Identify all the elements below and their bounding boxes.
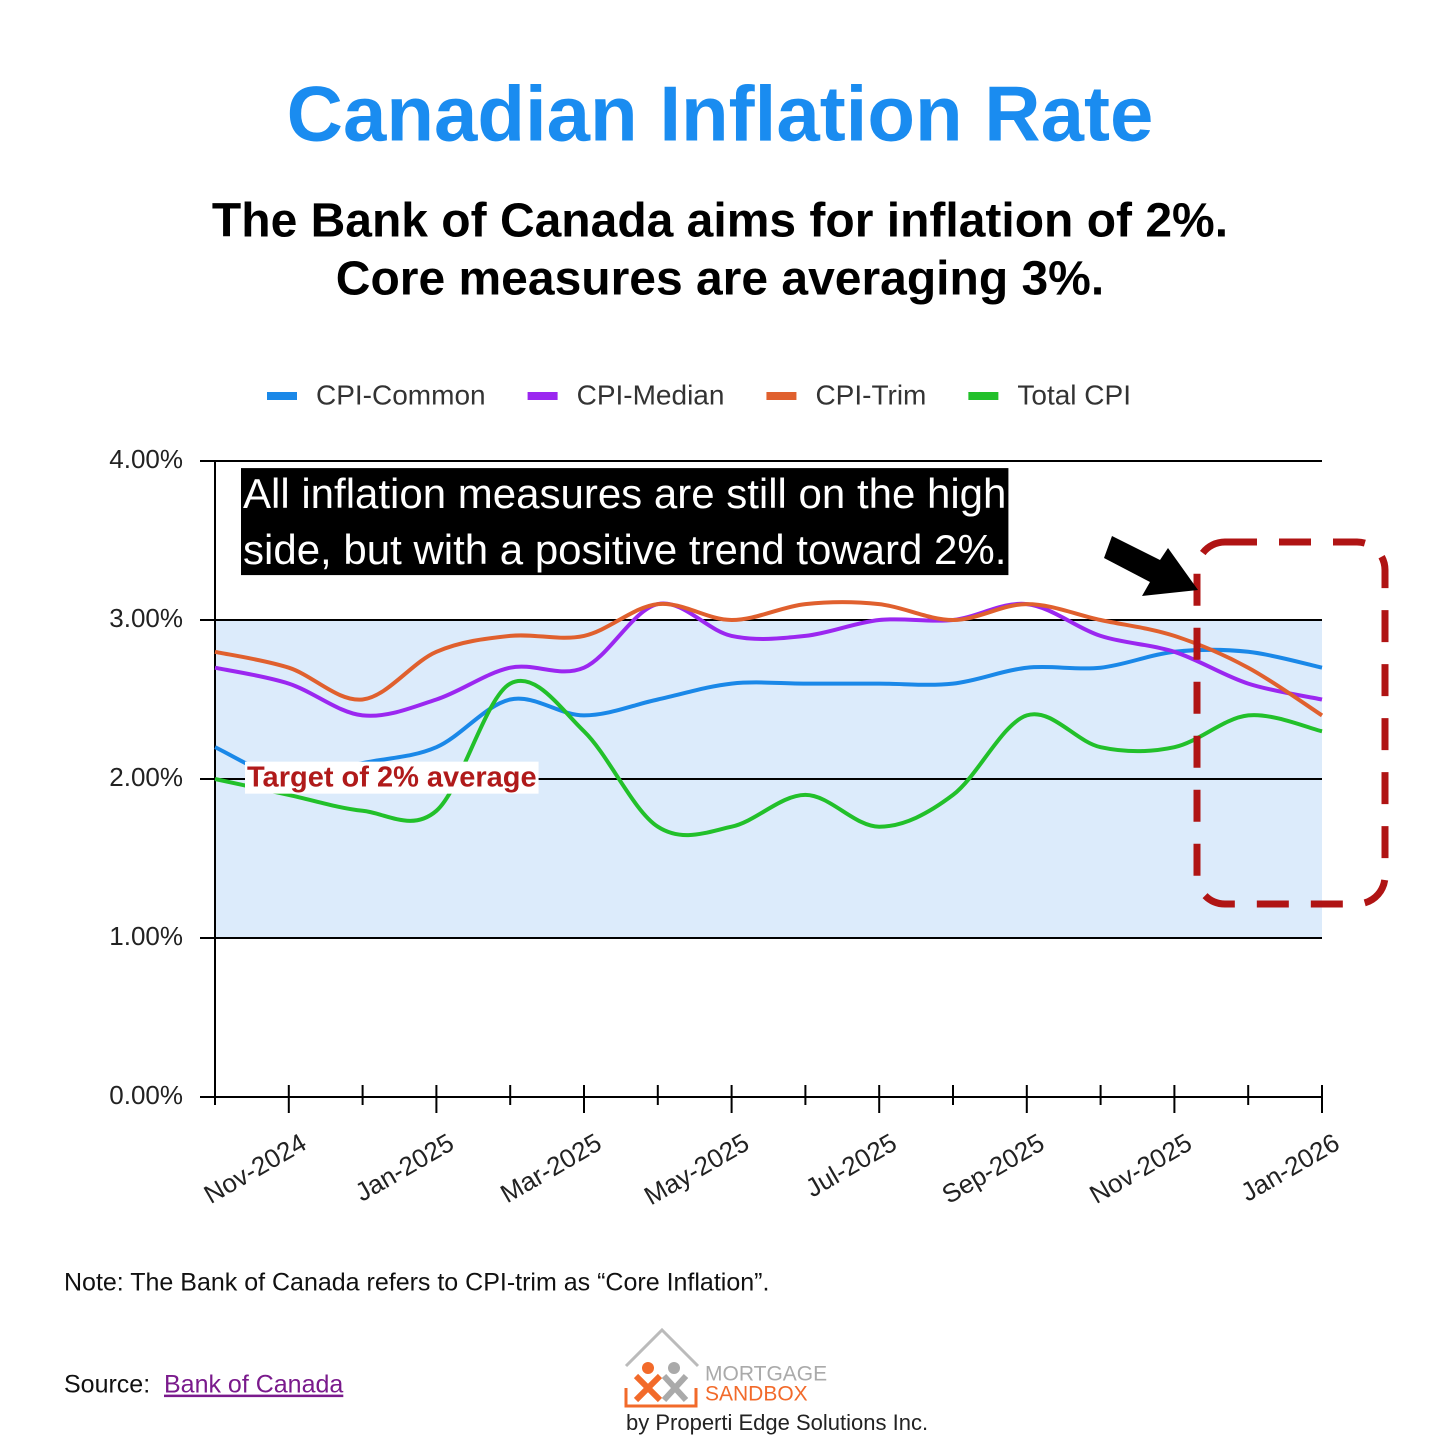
arrow (1104, 536, 1198, 596)
legend-label: Total CPI (1017, 379, 1131, 410)
subtitle: The Bank of Canada aims for inflation of… (212, 195, 1228, 248)
x-tick-label: Nov-2025 (1084, 1127, 1197, 1209)
legend-swatch (267, 392, 297, 400)
logo-roof (624, 1327, 700, 1368)
x-tick-label: Jan-2025 (350, 1127, 459, 1207)
x-tick-label: Mar-2025 (495, 1127, 606, 1209)
logo-icon (661, 1373, 689, 1403)
logo-text: SANDBOX (705, 1383, 808, 1406)
subtitle: Core measures are averaging 3%. (336, 253, 1104, 306)
target-label: Target of 2% average (247, 762, 537, 794)
logo-icon (633, 1373, 663, 1403)
legend-swatch (766, 392, 797, 400)
legend-swatch (968, 392, 999, 400)
series-line (214, 600, 1324, 718)
y-tick-label: 4.00% (109, 444, 183, 474)
logo-byline: by Properti Edge Solutions Inc. (626, 1410, 928, 1435)
callout-text: side, but with a positive trend toward 2… (243, 526, 1006, 573)
y-tick-label: 2.00% (109, 762, 183, 792)
series-line (214, 601, 1323, 718)
target-label-bg (245, 761, 539, 794)
x-tick-label: Sep-2025 (937, 1127, 1050, 1209)
logo-text: MORTGAGE (705, 1363, 827, 1386)
legend-label: CPI-Common (316, 379, 486, 410)
chart-title: Canadian Inflation Rate (287, 70, 1154, 158)
source-label: Source: (64, 1371, 150, 1399)
x-tick-label: Jul-2025 (800, 1127, 901, 1203)
y-tick-label: 3.00% (109, 603, 183, 633)
source-link[interactable]: Bank of Canada (164, 1371, 343, 1399)
logo: MORTGAGE SANDBOX by Properti Edge Soluti… (624, 1327, 928, 1435)
highlight-box (1193, 538, 1389, 908)
y-tick-label: 1.00% (109, 921, 183, 951)
callout-decoration (1104, 536, 1389, 908)
x-tick-label: Nov-2024 (199, 1127, 312, 1209)
y-tick-label: 0.00% (109, 1080, 183, 1110)
legend-swatch (527, 392, 558, 400)
legend-label: CPI-Median (577, 379, 725, 410)
logo-icon (668, 1362, 680, 1374)
callout-text: All inflation measures are still on the … (243, 470, 1006, 517)
plot: 0.00% 1.00% 2.00% 3.00% 4.00% Nov-2024 Jan-202… (109, 379, 1344, 1211)
logo-icon (624, 1388, 698, 1408)
legend-label: CPI-Trim (815, 379, 926, 410)
series-line (214, 678, 1323, 838)
logo-icon (642, 1362, 654, 1374)
x-tick-label: Jan-2026 (1236, 1127, 1345, 1207)
series-line (214, 647, 1323, 782)
x-tick-label: May-2025 (639, 1127, 754, 1211)
callout-bg (241, 468, 1009, 576)
note: Note: The Bank of Canada refers to CPI-t… (64, 1269, 769, 1297)
